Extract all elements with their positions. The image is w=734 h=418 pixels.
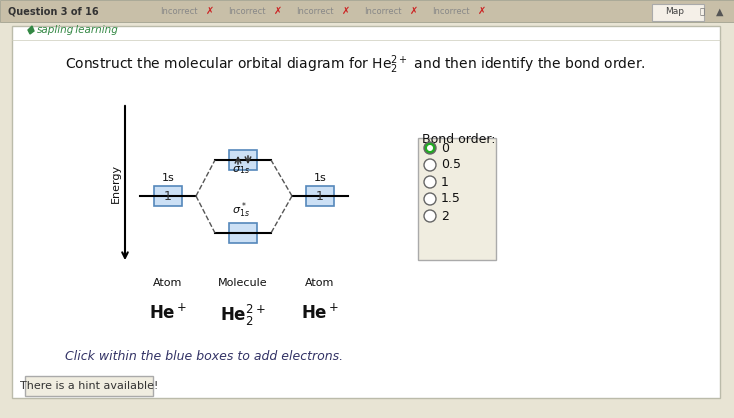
Text: Incorrect: Incorrect: [228, 7, 266, 15]
Text: ▲: ▲: [716, 7, 724, 17]
Text: Question 3 of 16: Question 3 of 16: [8, 6, 98, 16]
Bar: [652, 4, 704, 21]
Text: Energy: Energy: [111, 163, 121, 203]
Text: ✗: ✗: [274, 6, 282, 16]
Bar: [0, 0, 734, 22]
Bar: [229, 223, 257, 243]
Text: 🗔: 🗔: [700, 8, 705, 16]
Text: $\mathbf{He}^+$: $\mathbf{He}^+$: [149, 303, 187, 322]
Bar: [418, 138, 496, 260]
Text: 0: 0: [441, 142, 449, 155]
Text: 1.5: 1.5: [441, 193, 461, 206]
Text: $\mathbf{He}_2^{2+}$: $\mathbf{He}_2^{2+}$: [220, 303, 266, 328]
Text: Click within the blue boxes to add electrons.: Click within the blue boxes to add elect…: [65, 350, 343, 363]
Text: 2: 2: [441, 209, 449, 222]
Circle shape: [424, 159, 436, 171]
Text: ✗: ✗: [342, 6, 350, 16]
Text: 1: 1: [316, 189, 324, 202]
Text: $\sigma^*_{1s}$: $\sigma^*_{1s}$: [232, 200, 250, 220]
Circle shape: [428, 146, 432, 150]
Text: Bond order:: Bond order:: [422, 133, 495, 146]
Text: 1s: 1s: [313, 173, 327, 183]
Text: ✗: ✗: [410, 6, 418, 16]
Bar: [154, 186, 182, 206]
Text: Incorrect: Incorrect: [160, 7, 197, 15]
Circle shape: [427, 145, 433, 151]
Text: ✗: ✗: [478, 6, 486, 16]
Circle shape: [424, 193, 436, 205]
Text: 1: 1: [164, 189, 172, 202]
Circle shape: [426, 145, 434, 151]
Text: 1: 1: [441, 176, 449, 189]
Text: 0.5: 0.5: [441, 158, 461, 171]
Text: 1s: 1s: [161, 173, 175, 183]
Polygon shape: [28, 26, 34, 34]
Text: learning: learning: [72, 25, 118, 35]
Bar: [306, 186, 334, 206]
Circle shape: [424, 142, 436, 154]
Text: Incorrect: Incorrect: [432, 7, 470, 15]
Text: $\sigma_{1s}$: $\sigma_{1s}$: [232, 164, 250, 176]
Text: Incorrect: Incorrect: [296, 7, 333, 15]
Circle shape: [424, 176, 436, 188]
Text: Molecule: Molecule: [218, 278, 268, 288]
Text: Atom: Atom: [305, 278, 335, 288]
Text: $\mathbf{He}^+$: $\mathbf{He}^+$: [301, 303, 339, 322]
Text: Construct the molecular orbital diagram for $\mathrm{He_2^{2+}}$ and then identi: Construct the molecular orbital diagram …: [65, 54, 646, 76]
Bar: [12, 26, 720, 398]
Bar: [229, 150, 257, 170]
Text: Atom: Atom: [153, 278, 183, 288]
Text: ✗: ✗: [206, 6, 214, 16]
Bar: [25, 376, 153, 396]
Text: sapling: sapling: [37, 25, 74, 35]
Text: Map: Map: [665, 8, 684, 16]
Text: There is a hint available!: There is a hint available!: [20, 381, 159, 391]
Circle shape: [424, 210, 436, 222]
Text: Incorrect: Incorrect: [364, 7, 401, 15]
